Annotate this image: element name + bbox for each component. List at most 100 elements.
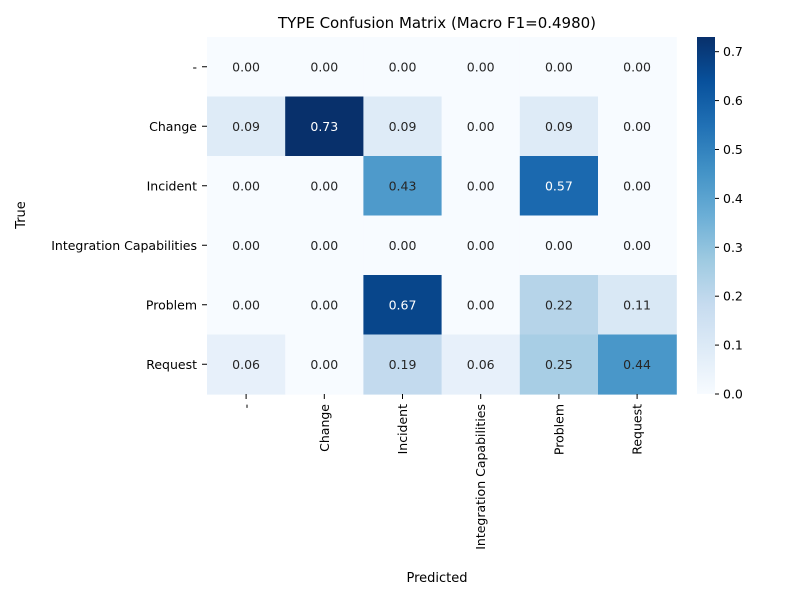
heatmap-cell bbox=[441, 156, 521, 217]
cell-value-label: 0.00 bbox=[389, 238, 417, 253]
heatmap-cell bbox=[207, 334, 286, 395]
heatmap-cell bbox=[363, 156, 443, 217]
heatmap-cell bbox=[598, 275, 677, 336]
cell-value-label: 0.00 bbox=[232, 178, 260, 193]
cell-value-label: 0.09 bbox=[232, 119, 260, 134]
cell-value-label: 0.00 bbox=[232, 59, 260, 74]
cell-value-label: 0.09 bbox=[389, 119, 417, 134]
cell-value-label: 0.09 bbox=[545, 119, 573, 134]
colorbar-gradient bbox=[697, 37, 715, 394]
cell-value-label: 0.00 bbox=[467, 297, 495, 312]
y-tick-label: Integration Capabilities bbox=[51, 238, 197, 253]
cell-value-label: 0.00 bbox=[467, 178, 495, 193]
heatmap-cell bbox=[598, 156, 677, 217]
cell-value-label: 0.00 bbox=[623, 119, 651, 134]
colorbar-tick-label: 0.3 bbox=[723, 240, 743, 255]
cell-value-label: 0.00 bbox=[232, 238, 260, 253]
y-axis-label: True bbox=[14, 201, 29, 230]
x-tick-label: Change bbox=[317, 404, 332, 452]
cell-value-label: 0.43 bbox=[389, 178, 417, 193]
x-tick-label: Incident bbox=[395, 404, 410, 455]
cell-value-label: 0.00 bbox=[467, 119, 495, 134]
heatmap-cell bbox=[207, 96, 286, 157]
y-tick-label: Change bbox=[149, 119, 197, 134]
cell-value-label: 0.00 bbox=[467, 59, 495, 74]
x-axis-label: Predicted bbox=[406, 571, 467, 586]
x-tick-label: - bbox=[239, 404, 254, 409]
cell-value-label: 0.00 bbox=[310, 357, 338, 372]
heatmap-cell bbox=[519, 334, 599, 395]
cell-value-label: 0.06 bbox=[232, 357, 260, 372]
cell-value-label: 0.00 bbox=[310, 238, 338, 253]
colorbar-tick-label: 0.5 bbox=[723, 142, 743, 157]
heatmap-cell bbox=[285, 96, 364, 157]
heatmap-cell bbox=[519, 96, 599, 157]
heatmap-cell bbox=[519, 156, 599, 217]
colorbar-tick-label: 0.0 bbox=[723, 387, 743, 402]
cell-value-label: 0.00 bbox=[545, 238, 573, 253]
heatmap-cell bbox=[207, 275, 286, 336]
heatmap-cell bbox=[285, 275, 364, 336]
heatmap-cell bbox=[441, 215, 521, 276]
heatmap-cell bbox=[598, 334, 677, 395]
heatmap-cell bbox=[519, 215, 599, 276]
cell-value-label: 0.44 bbox=[623, 357, 651, 372]
cell-value-label: 0.25 bbox=[545, 357, 573, 372]
colorbar: 0.0 0.1 0.2 0.3 0.4 0.5 0.6 0.7 bbox=[697, 37, 743, 402]
heatmap-cell bbox=[363, 334, 443, 395]
heatmap-cell bbox=[441, 334, 521, 395]
heatmap-cell bbox=[207, 156, 286, 217]
y-axis-ticks: - Change Incident Integration Capabilities P… bbox=[51, 59, 207, 372]
colorbar-tick-label: 0.1 bbox=[723, 338, 743, 353]
x-tick-label: Integration Capabilities bbox=[473, 404, 488, 550]
cell-value-label: 0.00 bbox=[623, 178, 651, 193]
chart-title: TYPE Confusion Matrix (Macro F1=0.4980) bbox=[277, 14, 596, 32]
cell-value-label: 0.00 bbox=[545, 59, 573, 74]
cell-value-label: 0.73 bbox=[310, 119, 338, 134]
cell-value-label: 0.67 bbox=[389, 297, 417, 312]
y-tick-label: Incident bbox=[147, 178, 198, 193]
x-tick-label: Request bbox=[630, 404, 645, 455]
cell-value-label: 0.22 bbox=[545, 297, 573, 312]
cell-value-label: 0.00 bbox=[623, 59, 651, 74]
colorbar-tick-label: 0.2 bbox=[723, 289, 743, 304]
heatmap-cell bbox=[519, 37, 599, 98]
x-axis-ticks: - Change Incident Integration Capabilities P… bbox=[239, 394, 645, 550]
heatmap-cell bbox=[598, 215, 677, 276]
y-tick-label: Request bbox=[146, 357, 197, 372]
heatmap-cell bbox=[598, 96, 677, 157]
heatmap-cell bbox=[207, 215, 286, 276]
heatmap-cell bbox=[519, 275, 599, 336]
cell-value-label: 0.00 bbox=[310, 178, 338, 193]
cell-value-label: 0.19 bbox=[389, 357, 417, 372]
heatmap-cell bbox=[441, 96, 521, 157]
y-tick-label: - bbox=[192, 59, 197, 74]
cell-value-label: 0.06 bbox=[467, 357, 495, 372]
cell-value-label: 0.00 bbox=[623, 238, 651, 253]
heatmap-cell bbox=[207, 37, 286, 98]
heatmap-cell bbox=[285, 334, 364, 395]
heatmap-cell bbox=[363, 37, 443, 98]
heatmap-cell bbox=[363, 215, 443, 276]
heatmap-cell bbox=[285, 156, 364, 217]
cell-value-label: 0.00 bbox=[310, 59, 338, 74]
colorbar-tick-label: 0.7 bbox=[723, 44, 743, 59]
cell-value-label: 0.00 bbox=[232, 297, 260, 312]
cell-value-label: 0.57 bbox=[545, 178, 573, 193]
cell-value-label: 0.00 bbox=[467, 238, 495, 253]
heatmap-cell bbox=[363, 275, 443, 336]
colorbar-tick-label: 0.4 bbox=[723, 191, 743, 206]
heatmap-cell bbox=[598, 37, 677, 98]
heatmap-cell bbox=[441, 37, 521, 98]
heatmap-cell bbox=[285, 215, 364, 276]
heatmap-cell bbox=[285, 37, 364, 98]
y-tick-label: Problem bbox=[146, 297, 197, 312]
heatmap-grid: 0.00 0.00 0.00 0.00 0.00 0.00 0.09 0.73 0.09 0.00… bbox=[207, 37, 677, 395]
heatmap-cell bbox=[441, 275, 521, 336]
heatmap-cell bbox=[363, 96, 443, 157]
colorbar-tick-label: 0.6 bbox=[723, 93, 743, 108]
cell-value-label: 0.11 bbox=[623, 297, 651, 312]
x-tick-label: Problem bbox=[551, 404, 566, 455]
cell-value-label: 0.00 bbox=[389, 59, 417, 74]
